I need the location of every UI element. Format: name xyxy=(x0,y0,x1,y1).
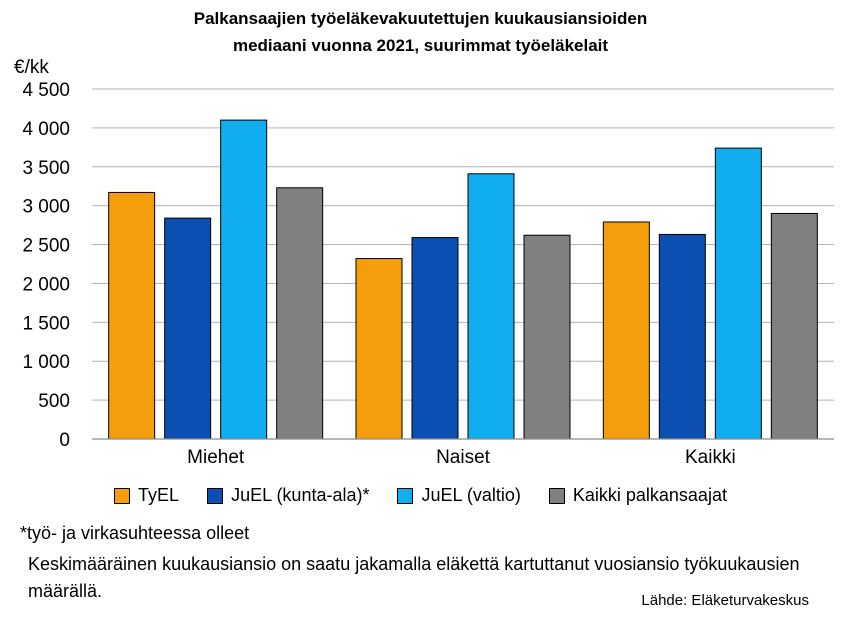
description-note: Keskimääräinen kuukausiansio on saatu ja… xyxy=(28,554,800,601)
bar xyxy=(523,234,571,440)
legend-item: Kaikki palkansaajat xyxy=(548,485,727,506)
bar xyxy=(770,212,818,440)
bar xyxy=(276,187,324,440)
legend-swatch xyxy=(548,487,565,504)
chart-title-line2: mediaani vuonna 2021, suurimmat työeläke… xyxy=(232,36,609,55)
y-tick-label: 1 000 xyxy=(22,352,70,373)
x-tick-label: Naiset xyxy=(436,447,491,468)
bar-chart: 0 500 1 000 1 500 2 000 2 500 3 000 3 500 4 000 4… xyxy=(14,57,834,468)
bar xyxy=(355,258,403,440)
bar xyxy=(714,147,762,440)
legend-label: TyEL xyxy=(138,485,180,505)
chart-title-line1: Palkansaajien työeläkevakuutettujen kuuk… xyxy=(193,9,648,28)
legend-swatch xyxy=(114,487,131,504)
x-tick-label: Miehet xyxy=(187,447,245,468)
y-tick-label: 3 500 xyxy=(22,158,70,179)
legend-item: JuEL (kunta-ala)* xyxy=(207,485,369,506)
bar xyxy=(602,221,650,440)
y-tick-label: 500 xyxy=(38,391,70,412)
legend-label: JuEL (valtio) xyxy=(421,485,521,505)
legend-label: Kaikki palkansaajat xyxy=(572,485,727,505)
bar xyxy=(220,119,268,440)
x-tick-label: Kaikki xyxy=(685,447,736,468)
bar xyxy=(164,217,212,440)
bar xyxy=(467,173,515,440)
bar xyxy=(658,233,706,440)
legend-item: JuEL (valtio) xyxy=(397,485,521,506)
footnote: *työ- ja virkasuhteessa olleet xyxy=(20,523,250,543)
y-tick-label: 4 000 xyxy=(22,119,70,140)
legend-item: TyEL xyxy=(114,485,179,506)
y-axis-label: €/kk xyxy=(14,57,49,78)
legend-swatch xyxy=(397,487,414,504)
legend-swatch xyxy=(207,487,224,504)
y-tick-label: 2 500 xyxy=(22,236,70,257)
source-note: Lähde: Eläketurvakeskus xyxy=(641,592,809,609)
bar xyxy=(108,191,156,440)
bar xyxy=(411,237,459,440)
y-tick-label: 4 500 xyxy=(22,80,70,101)
y-tick-label: 1 500 xyxy=(22,313,70,334)
legend-label: JuEL (kunta-ala)* xyxy=(231,485,370,505)
chart-legend: TyEL JuEL (kunta-ala)* JuEL (valtio) Kaikki… xyxy=(0,485,841,506)
y-tick-label: 3 000 xyxy=(22,197,70,218)
y-tick-label: 2 000 xyxy=(22,274,70,295)
y-tick-label: 0 xyxy=(59,430,70,451)
